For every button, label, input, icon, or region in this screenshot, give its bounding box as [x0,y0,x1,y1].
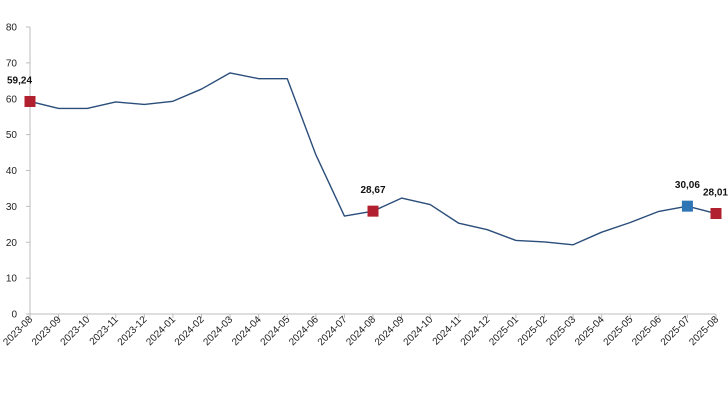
x-tick-label: 2024-07 [316,314,350,348]
y-tick-label: 50 [6,130,18,141]
data-label: 59,24 [7,75,32,86]
x-tick-label: 2023-08 [1,314,35,348]
x-tick-label: 2024-10 [402,314,436,348]
highlight-marker [710,208,722,220]
x-tick-label: 2025-07 [659,314,693,348]
x-tick-label: 2025-02 [516,314,550,348]
x-tick-label: 2025-03 [544,314,578,348]
y-axis: 0 10 20 30 40 50 60 70 80 [6,23,31,321]
x-tick-label: 2025-04 [573,314,607,348]
highlight-marker [367,205,379,217]
y-tick-label: 20 [6,238,18,249]
y-tick-label: 10 [6,274,18,285]
x-tick-label: 2025-08 [687,314,721,348]
data-label: 28,67 [360,185,385,196]
x-tick-label: 2025-01 [487,314,521,348]
x-tick-label: 2024-08 [344,314,378,348]
data-label: 30,06 [675,180,700,191]
x-tick-label: 2024-05 [259,314,293,348]
x-tick-label: 2025-06 [630,314,664,348]
series-layer [29,72,717,246]
y-tick-label: 30 [6,202,18,213]
x-tick-label: 2024-11 [431,314,465,348]
x-tick-label: 2023-11 [88,314,122,348]
x-tick-label: 2024-03 [201,314,235,348]
y-tick-label: 80 [6,23,18,34]
data-label: 28,01 [703,188,728,199]
x-tick-label: 2024-12 [459,314,493,348]
highlight-marker [681,200,693,212]
series-line [29,72,717,246]
x-tick-label: 2023-10 [59,314,93,348]
x-tick-label: 2024-04 [230,314,264,348]
y-tick-label: 0 [11,310,17,321]
y-tick-label: 40 [6,166,18,177]
highlight-marker [24,95,36,107]
x-axis: 2023-082023-092023-102023-112023-122024-… [1,313,721,348]
y-tick-label: 70 [6,58,18,69]
x-tick-label: 2024-02 [173,314,207,348]
y-tick-label: 60 [6,94,18,105]
x-tick-label: 2024-01 [144,314,178,348]
x-tick-label: 2024-06 [287,314,321,348]
x-tick-label: 2023-09 [30,314,64,348]
x-tick-label: 2024-09 [373,314,407,348]
x-tick-label: 2023-12 [116,314,150,348]
x-tick-label: 2025-05 [602,314,636,348]
